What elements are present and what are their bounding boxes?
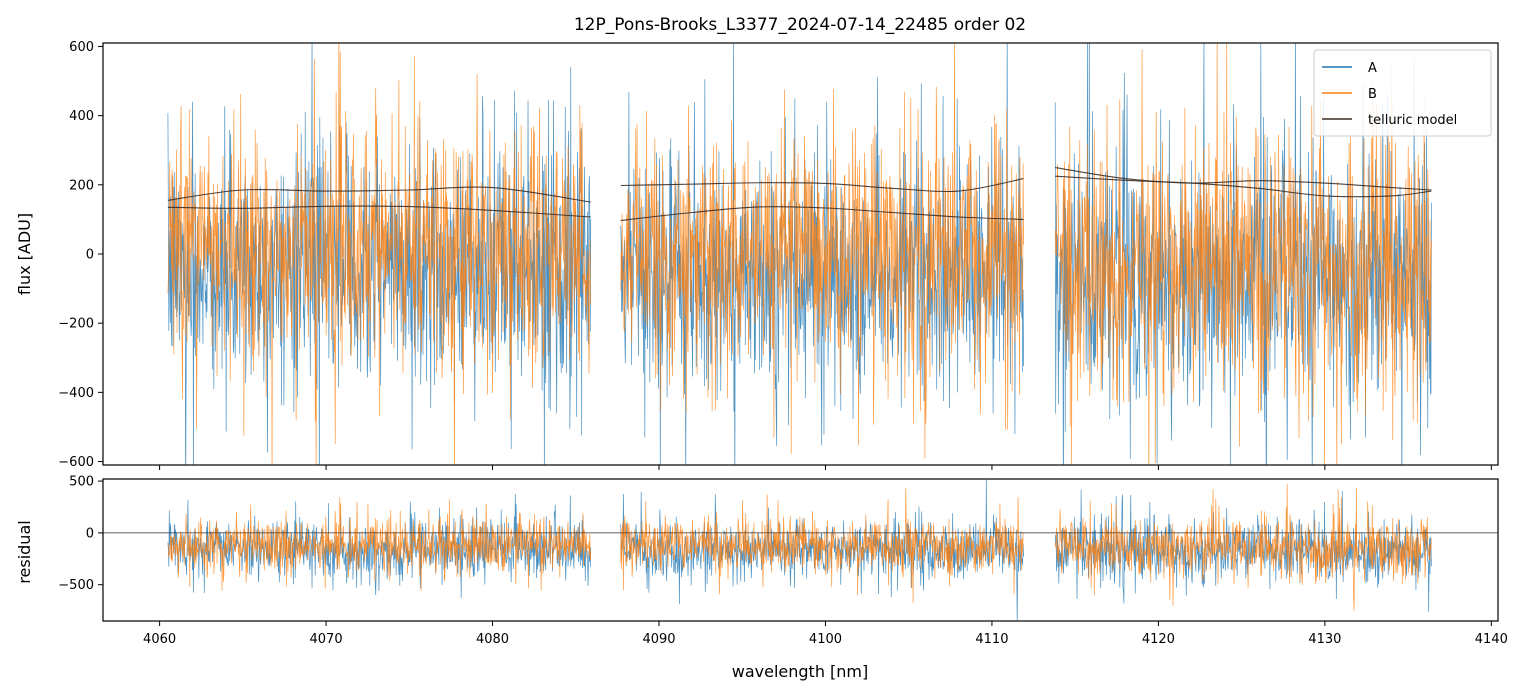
residual-y-ticks: −500 0 500 — [58, 475, 103, 593]
flux-panel: −600 −400 −200 0 200 400 600 flux [ADU] A B te… — [15, 40, 1499, 470]
series-a-flux — [167, 43, 1432, 465]
y-tick-label-0: 0 — [86, 248, 94, 263]
legend-label-telluric-model: telluric model — [1368, 113, 1457, 128]
residual-axes-frame — [102, 478, 1499, 622]
x-tick-label-4130: 4130 — [1308, 632, 1341, 647]
legend: A B telluric model — [1313, 49, 1492, 137]
telluric-model-lines — [167, 166, 1432, 221]
y-tick-label-400: 400 — [69, 109, 94, 124]
x-tick-label-4140: 4140 — [1475, 632, 1508, 647]
y-tick-label-200: 200 — [69, 178, 94, 193]
x-tick-label-4060: 4060 — [143, 632, 176, 647]
residual-y-axis-label: residual — [15, 520, 34, 583]
legend-label-a: A — [1368, 61, 1377, 76]
telluric-model-curve-2 — [620, 178, 1024, 193]
legend-entry-telluric-model: telluric model — [1322, 113, 1457, 128]
telluric-model-curve-3 — [620, 206, 1024, 221]
y-tick-label-0: 0 — [86, 526, 94, 541]
telluric-model-curve-5 — [1055, 175, 1432, 198]
flux-y-axis-label: flux [ADU] — [15, 213, 34, 295]
legend-box — [1313, 49, 1492, 137]
series-b-flux — [167, 43, 1432, 465]
residual-panel: 4060 4070 4080 4090 4100 4110 4120 4130 4140 −50… — [15, 475, 1508, 681]
series-a-flux-segment-0 — [167, 43, 592, 465]
y-tick-label-500: 500 — [69, 475, 94, 490]
x-tick-label-4090: 4090 — [642, 632, 675, 647]
flux-plot-area — [167, 43, 1432, 465]
x-axis-label: wavelength [nm] — [732, 662, 869, 681]
chart-title: 12P_Pons-Brooks_L3377_2024-07-14_22485 o… — [574, 15, 1026, 35]
series-b-flux-segment-1 — [620, 43, 1024, 459]
y-tick-label--400: −400 — [58, 386, 94, 401]
series-b-residual — [167, 483, 1432, 611]
residual-plot-area — [103, 479, 1498, 621]
series-b-flux-segment-2 — [1054, 43, 1432, 465]
series-b-residual-segment-0 — [167, 497, 592, 591]
y-tick-label-600: 600 — [69, 40, 94, 55]
y-tick-label--600: −600 — [58, 455, 94, 470]
telluric-model-curve-4 — [1055, 166, 1432, 191]
series-b-flux-segment-0 — [167, 43, 592, 465]
flux-y-ticks: −600 −400 −200 0 200 400 600 — [58, 40, 103, 470]
y-tick-label--200: −200 — [58, 317, 94, 332]
legend-label-b: B — [1368, 87, 1377, 102]
telluric-model-curve-0 — [167, 186, 591, 203]
residual-x-ticks: 4060 4070 4080 4090 4100 4110 4120 4130 4140 — [143, 621, 1508, 647]
telluric-model-curve-1 — [167, 205, 591, 218]
flux-x-ticks — [159, 465, 1492, 470]
x-tick-label-4110: 4110 — [975, 632, 1008, 647]
x-tick-label-4100: 4100 — [809, 632, 842, 647]
x-tick-label-4120: 4120 — [1142, 632, 1175, 647]
series-a-residual-segment-1 — [620, 479, 1024, 621]
series-b-residual-segment-1 — [620, 488, 1024, 604]
x-tick-label-4070: 4070 — [310, 632, 343, 647]
legend-entry-a: A — [1322, 61, 1377, 76]
series-a-residual-segment-0 — [167, 494, 592, 599]
x-tick-label-4080: 4080 — [476, 632, 509, 647]
legend-entry-b: B — [1322, 87, 1377, 102]
y-tick-label--500: −500 — [58, 578, 94, 593]
